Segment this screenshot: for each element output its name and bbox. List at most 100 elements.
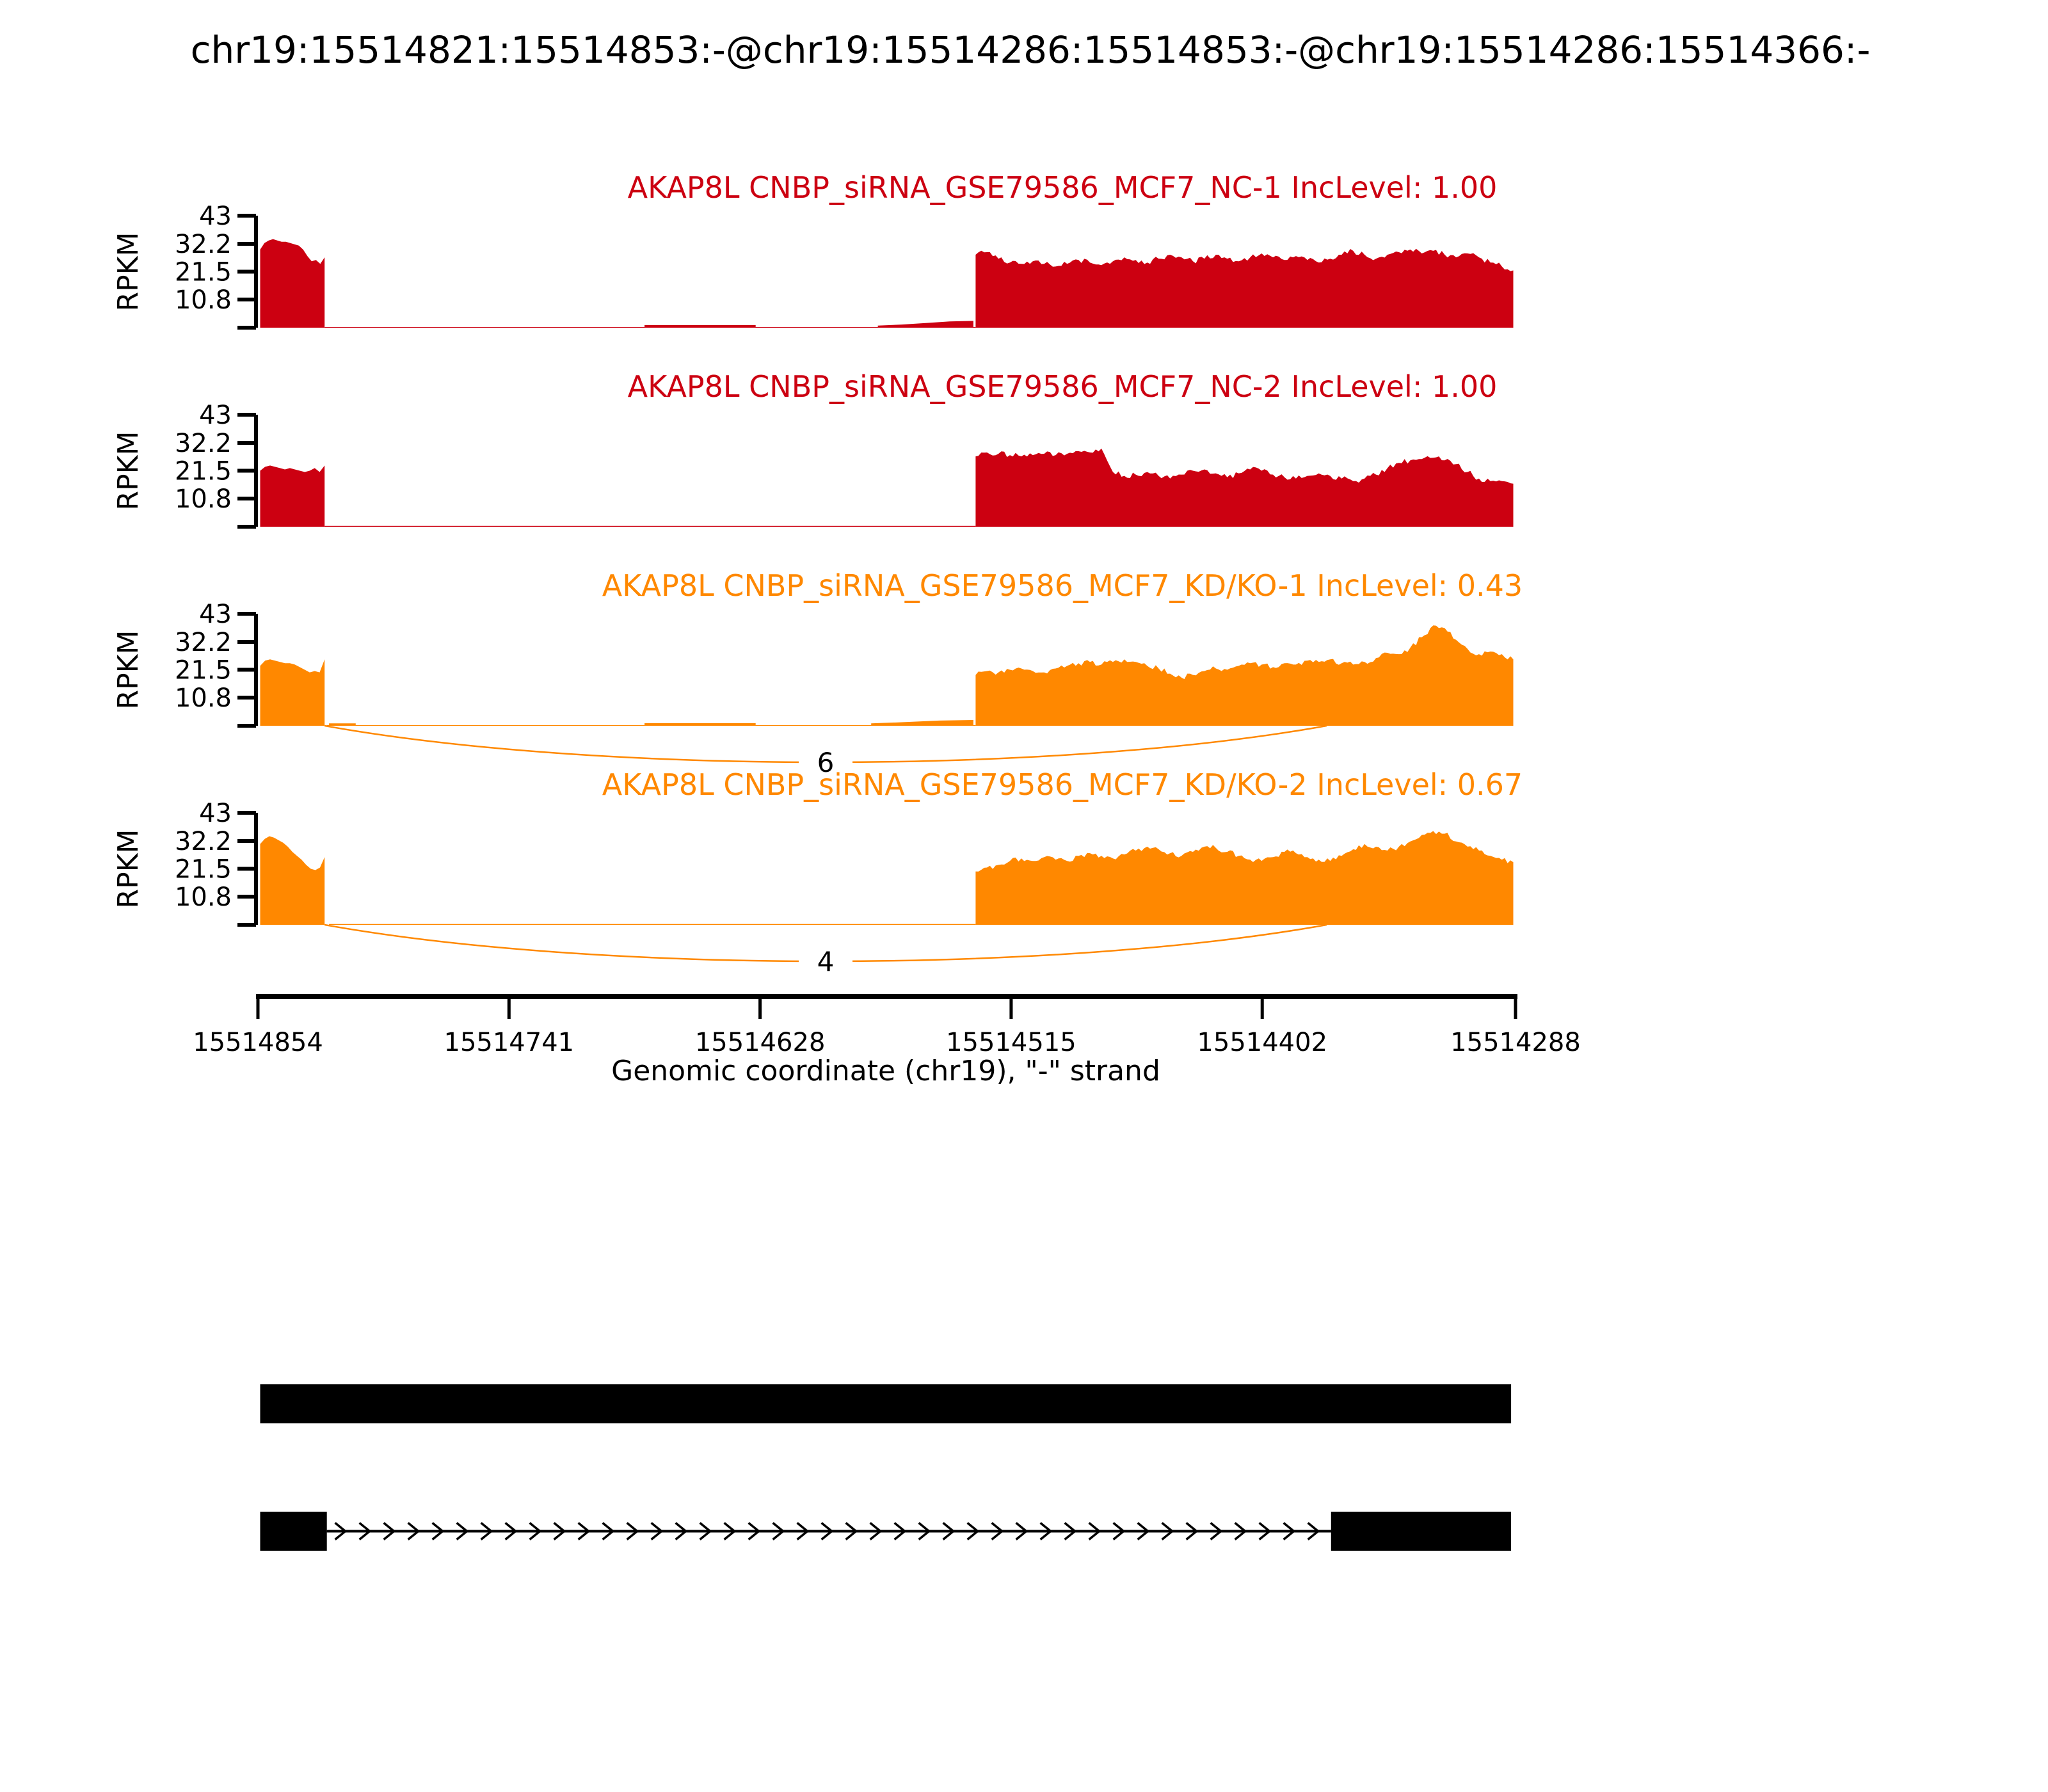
intron-arrow-icon	[772, 1522, 785, 1540]
coverage-area	[871, 720, 973, 726]
intron-arrow-icon	[334, 1522, 348, 1540]
y-tick-label: 32.2	[175, 429, 232, 458]
intron-arrow-icon	[1015, 1522, 1028, 1540]
x-tick-label: 15514402	[1197, 1028, 1327, 1057]
y-axis-label: RPKM	[112, 232, 145, 312]
intron-arrow-icon	[650, 1522, 664, 1540]
coverage-area	[324, 525, 976, 527]
coverage-area	[644, 324, 756, 328]
junction-label-mask	[799, 747, 853, 779]
intron-arrow-icon	[723, 1522, 737, 1540]
intron-arrow-icon	[1210, 1522, 1223, 1540]
coverage-area	[975, 448, 1514, 527]
y-tick-label: 32.2	[175, 827, 232, 856]
x-axis-title: Genomic coordinate (chr19), "-" strand	[611, 1055, 1160, 1087]
intron-arrow-icon	[1283, 1522, 1296, 1540]
track-label: AKAP8L CNBP_siRNA_GSE79586_MCF7_NC-1 Inc…	[628, 170, 1498, 205]
coverage-area	[644, 723, 756, 726]
coverage-area	[975, 831, 1514, 925]
y-tick-label: 43	[199, 600, 232, 629]
intron-arrow-icon	[1258, 1522, 1272, 1540]
coverage-area	[975, 248, 1514, 328]
y-tick-label: 43	[199, 202, 232, 231]
y-tick-label: 10.8	[175, 285, 232, 315]
junction-label-mask	[799, 946, 853, 978]
intron-arrow-icon	[1112, 1522, 1126, 1540]
track-label: AKAP8L CNBP_siRNA_GSE79586_MCF7_KD/KO-2 …	[602, 767, 1523, 802]
intron-arrow-icon	[358, 1522, 372, 1540]
y-tick-label: 21.5	[175, 258, 232, 287]
intron-arrow-icon	[748, 1522, 761, 1540]
intron-arrow-icon	[577, 1522, 591, 1540]
y-axis-label: RPKM	[112, 431, 145, 511]
y-tick-label: 21.5	[175, 656, 232, 685]
intron-arrow-icon	[820, 1522, 834, 1540]
intron-arrow-icon	[456, 1522, 469, 1540]
y-tick-label: 21.5	[175, 457, 232, 486]
coverage-area	[329, 924, 976, 925]
intron-arrow-icon	[991, 1522, 1004, 1540]
intron-arrow-icon	[553, 1522, 566, 1540]
x-tick-label: 15514515	[946, 1028, 1076, 1057]
x-tick-label: 15514741	[444, 1028, 575, 1057]
coverage-area	[260, 465, 325, 527]
exon-box	[260, 1384, 1512, 1423]
intron-arrow-icon	[1064, 1522, 1077, 1540]
intron-arrow-icon	[407, 1522, 420, 1540]
track-label: AKAP8L CNBP_siRNA_GSE79586_MCF7_NC-2 Inc…	[628, 369, 1498, 404]
intron-arrow-icon	[480, 1522, 493, 1540]
coverage-area	[260, 836, 325, 925]
intron-arrow-icon	[1185, 1522, 1199, 1540]
coverage-area	[260, 659, 325, 726]
intron-arrow-icon	[942, 1522, 956, 1540]
y-tick-label: 32.2	[175, 628, 232, 657]
intron-arrow-icon	[431, 1522, 445, 1540]
intron-arrow-icon	[1234, 1522, 1247, 1540]
intron-arrow-icon	[529, 1522, 542, 1540]
intron-arrow-icon	[869, 1522, 883, 1540]
x-tick-label: 15514854	[193, 1028, 323, 1057]
junction-count-label: 6	[817, 747, 835, 778]
x-tick-label: 15514288	[1450, 1028, 1581, 1057]
intron-arrow-icon	[1088, 1522, 1101, 1540]
coverage-area	[975, 625, 1514, 726]
intron-arrow-icon	[893, 1522, 907, 1540]
coverage-area	[877, 321, 973, 328]
intron-arrow-icon	[796, 1522, 810, 1540]
intron-arrow-icon	[675, 1522, 688, 1540]
y-axis-label: RPKM	[112, 829, 145, 909]
intron-arrow-icon	[699, 1522, 712, 1540]
gene-model	[260, 1384, 1512, 1551]
intron-arrow-icon	[966, 1522, 980, 1540]
exon-box	[260, 1512, 327, 1551]
junction-count-label: 4	[817, 946, 835, 977]
y-tick-label: 21.5	[175, 855, 232, 884]
y-tick-label: 10.8	[175, 484, 232, 514]
x-axis: 15514854 15514741 15514628 15514515 15514402…	[193, 994, 1581, 1057]
x-tick-label: 15514628	[695, 1028, 826, 1057]
y-tick-label: 32.2	[175, 230, 232, 259]
intron-arrow-icon	[845, 1522, 858, 1540]
intron-arrow-icon	[383, 1522, 396, 1540]
coverage-area	[260, 239, 325, 328]
intron-arrow-icon	[1161, 1522, 1174, 1540]
intron-arrow-icon	[1137, 1522, 1150, 1540]
intron-arrow-icon	[1307, 1522, 1320, 1540]
intron-arrow-icon	[602, 1522, 615, 1540]
track-label: AKAP8L CNBP_siRNA_GSE79586_MCF7_KD/KO-1 …	[602, 568, 1523, 603]
intron-arrow-icon	[504, 1522, 518, 1540]
intron-arrow-icon	[918, 1522, 931, 1540]
isoform-2	[260, 1512, 1511, 1551]
figure-title: chr19:15514821:15514853:-@chr19:15514286…	[191, 28, 1871, 72]
y-tick-label: 10.8	[175, 883, 232, 912]
exon-box	[1331, 1512, 1511, 1551]
intron-arrow-icon	[626, 1522, 639, 1540]
intron-arrow-icon	[1039, 1522, 1053, 1540]
